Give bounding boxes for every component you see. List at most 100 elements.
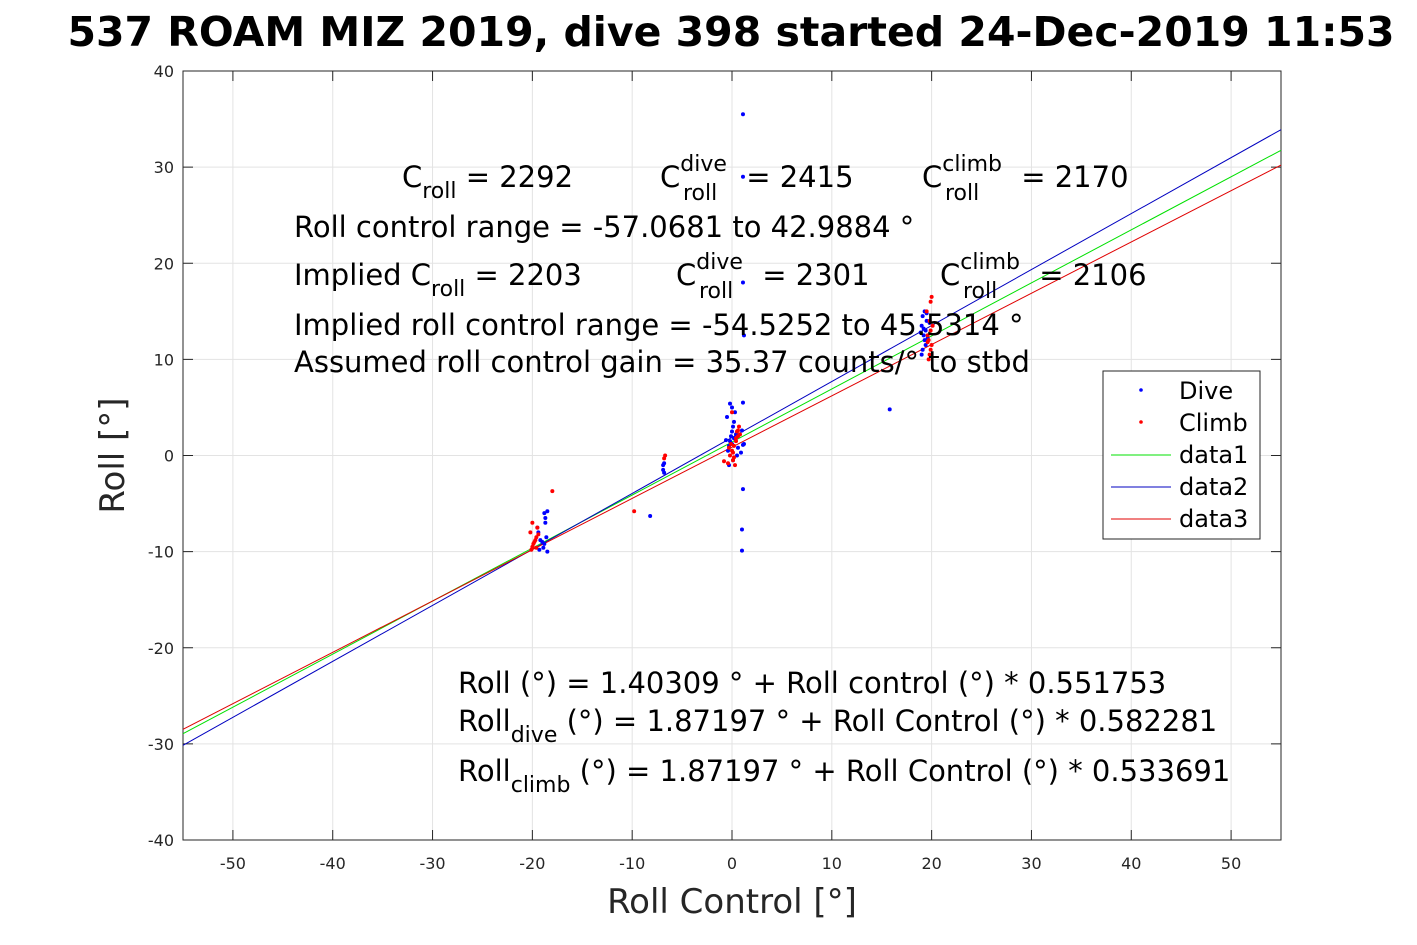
dive-point — [735, 445, 740, 450]
dive-point — [923, 342, 928, 347]
x-tick-label: -30 — [419, 854, 445, 873]
legend-climb-label: Climb — [1179, 409, 1248, 437]
climb-point — [726, 461, 731, 466]
climb-point — [529, 547, 534, 552]
x-tick-label: -50 — [220, 854, 246, 873]
dive-point — [922, 338, 927, 343]
dive-point — [739, 527, 744, 532]
annotation-fit-climb: Rollclimb (°) = 1.87197 ° + Roll Control… — [458, 754, 1230, 798]
climb-point — [534, 545, 539, 550]
dive-point — [740, 442, 745, 447]
climb-point — [535, 525, 540, 530]
climb-point — [929, 342, 934, 347]
climb-point — [632, 509, 637, 514]
annotation-implied-c-dive: Cdive roll = 2301 — [676, 250, 870, 304]
dive-point — [921, 333, 926, 338]
climb-point — [927, 352, 932, 357]
dive-point — [544, 535, 549, 540]
dive-point — [728, 401, 733, 406]
y-tick-label: -10 — [148, 543, 174, 562]
dive-point — [543, 520, 548, 525]
climb-point — [928, 347, 933, 352]
y-axis-label: Roll [°] — [93, 397, 133, 513]
legend-data3-label: data3 — [1179, 505, 1248, 533]
legend-data2-label: data2 — [1179, 473, 1248, 501]
climb-point — [533, 538, 538, 543]
dive-point — [920, 347, 925, 352]
climb-point — [531, 541, 536, 546]
dive-point — [542, 511, 547, 516]
y-tick-label: 40 — [154, 62, 174, 81]
x-tick-labels: -50 -40 -30 -20 -10 0 10 20 30 40 50 — [220, 854, 1241, 873]
x-tick-label: 30 — [1021, 854, 1041, 873]
x-tick-label: 50 — [1221, 854, 1241, 873]
dive-point — [734, 453, 739, 458]
dive-point — [740, 174, 745, 179]
dive-point — [730, 424, 735, 429]
dive-point — [738, 450, 743, 455]
climb-point — [924, 309, 929, 314]
x-tick-label: -10 — [619, 854, 645, 873]
climb-point — [731, 443, 736, 448]
climb-point — [925, 333, 930, 338]
y-tick-label: -20 — [148, 639, 174, 658]
x-tick-label: 40 — [1121, 854, 1141, 873]
climb-point — [530, 520, 535, 525]
dive-point — [545, 549, 550, 554]
dive-point — [543, 515, 548, 520]
y-tick-labels: -40 -30 -20 -10 0 10 20 30 40 — [148, 62, 174, 850]
climb-point — [727, 445, 732, 450]
annotation-fit-all: Roll (°) = 1.40309 ° + Roll control (°) … — [458, 666, 1166, 700]
dive-point — [919, 323, 924, 328]
dive-point — [662, 461, 667, 466]
dive-point — [919, 352, 924, 357]
annotation-c-roll-dive: Cdive roll = 2415 — [660, 152, 854, 206]
legend-climb-marker — [1139, 420, 1143, 424]
dive-point — [540, 540, 545, 545]
legend-dive-marker — [1139, 388, 1143, 392]
climb-point — [662, 456, 667, 461]
y-tick-label: 0 — [164, 447, 174, 466]
climb-point — [729, 441, 734, 446]
annotation-range: Roll control range = -57.0681 to 42.9884… — [294, 210, 914, 244]
dive-point — [740, 280, 745, 285]
annotation-fit-dive: Rolldive (°) = 1.87197 ° + Roll Control … — [458, 704, 1217, 748]
climb-point — [929, 294, 934, 299]
climb-point — [730, 450, 735, 455]
dive-point — [918, 330, 923, 335]
x-tick-label: 10 — [822, 854, 842, 873]
dive-point — [921, 326, 926, 331]
climb-point — [733, 439, 738, 444]
x-tick-label: 0 — [727, 854, 737, 873]
climb-point — [732, 463, 737, 468]
annotation-c-roll: Croll = 2292 — [402, 160, 573, 204]
annotation-implied-range: Implied roll control range = -54.5252 to… — [294, 308, 1024, 342]
fit-line-data3 — [182, 164, 1282, 730]
dive-point — [739, 548, 744, 553]
y-tick-label: -40 — [148, 831, 174, 850]
x-tick-label: 20 — [921, 854, 941, 873]
climb-point — [528, 530, 533, 535]
climb-point — [722, 459, 727, 464]
climb-point — [925, 340, 930, 345]
dive-point — [648, 514, 653, 519]
dive-point — [541, 545, 546, 550]
dive-point — [739, 428, 744, 433]
x-axis-label: Roll Control [°] — [607, 882, 857, 922]
y-tick-label: 30 — [154, 158, 174, 177]
annotation-c-roll-climb: Cclimb roll = 2170 — [922, 152, 1129, 206]
annotation-implied-c-roll: Implied Croll = 2203 — [294, 258, 582, 302]
y-tick-label: -30 — [148, 735, 174, 754]
climb-point — [536, 532, 541, 537]
dive-point — [740, 487, 745, 492]
legend-data1-label: data1 — [1179, 441, 1248, 469]
y-tick-label: 20 — [154, 254, 174, 273]
dive-point — [920, 314, 925, 319]
chart-title: 537 ROAM MIZ 2019, dive 398 started 24-D… — [67, 8, 1394, 56]
climb-point — [930, 323, 935, 328]
climb-point — [926, 357, 931, 362]
dive-point — [729, 434, 734, 439]
dive-point — [730, 405, 734, 410]
x-tick-label: -40 — [320, 854, 346, 873]
climb-point — [736, 424, 741, 429]
